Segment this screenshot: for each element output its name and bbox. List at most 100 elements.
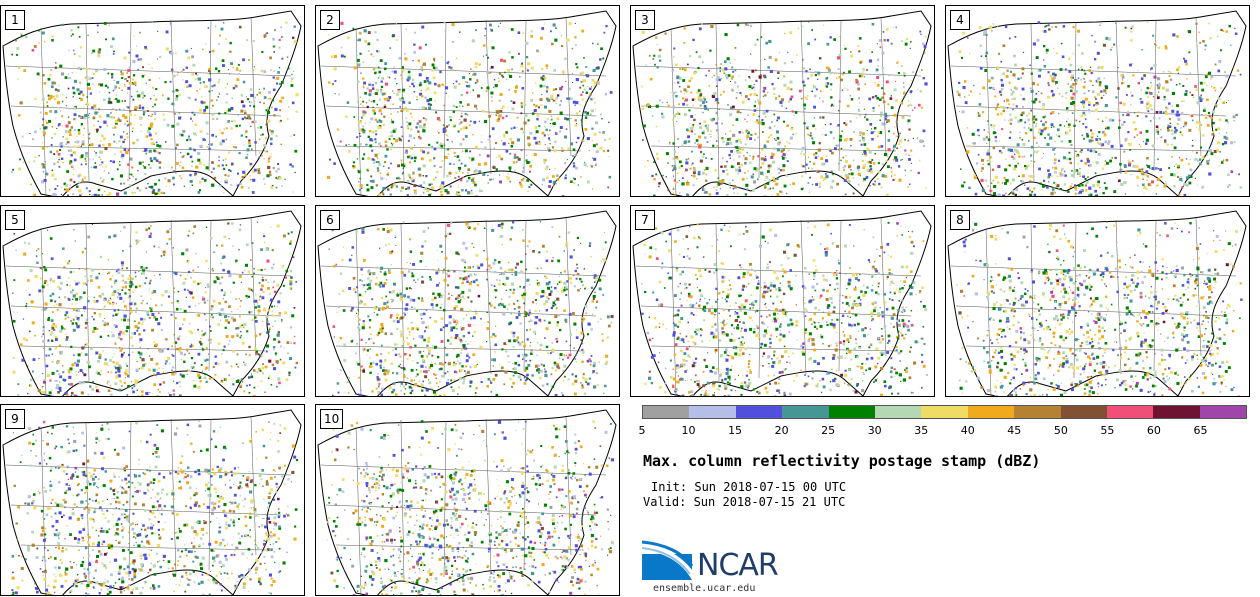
state-boundary (40, 227, 47, 396)
colorbar-bin (689, 406, 736, 418)
state-boundary (250, 217, 257, 357)
colorbar-bin (735, 406, 783, 418)
coastline (632, 10, 932, 196)
colorbar-bin (967, 406, 1015, 418)
state-boundary (965, 345, 1212, 352)
state-boundary (640, 105, 912, 117)
reflectivity-field (641, 221, 928, 396)
state-boundary (838, 19, 842, 172)
state-boundary (1115, 19, 1122, 175)
stamp-panel-2: 2 (315, 5, 620, 197)
state-boundary (715, 223, 720, 382)
state-boundary (250, 17, 257, 157)
conus-map (947, 210, 1247, 396)
state-boundary (320, 464, 607, 476)
colorbar-tick-label: 40 (960, 424, 975, 437)
stamp-panel-6: 6 (315, 205, 620, 397)
reflectivity-colorbar (642, 405, 1247, 419)
colorbar-bin (643, 406, 690, 418)
colorbar-tick-label: 20 (774, 424, 789, 437)
member-label: 8 (950, 210, 970, 230)
state-boundary (400, 422, 405, 581)
stamp-panel-3: 3 (630, 5, 935, 197)
colorbar-bin (1060, 406, 1107, 418)
state-boundary (20, 345, 267, 352)
state-boundary (1195, 17, 1202, 157)
state-boundary (670, 227, 677, 396)
colorbar-tick-label: 5 (638, 424, 646, 437)
stamp-panel-9: 9 (0, 404, 305, 596)
state-boundary (5, 464, 292, 476)
state-boundary (400, 223, 405, 382)
member-label: 1 (5, 10, 25, 30)
colorbar-tick-label: 45 (1007, 424, 1022, 437)
colorbar-bin (1106, 406, 1154, 418)
colorbar-tick-label: 35 (914, 424, 929, 437)
state-boundary (325, 105, 597, 117)
colorbar-bin (874, 406, 922, 418)
state-boundary (128, 21, 132, 179)
reflectivity-field (956, 21, 1243, 196)
state-boundary (950, 265, 1237, 277)
state-boundary (758, 221, 762, 379)
state-boundary (485, 418, 492, 574)
reflectivity-field (956, 221, 1243, 396)
stamp-panel-5: 5 (0, 205, 305, 397)
stamp-panel-4: 4 (945, 5, 1250, 197)
colorbar-tick-label: 50 (1053, 424, 1068, 437)
member-label: 7 (635, 210, 655, 230)
state-boundary (985, 27, 992, 196)
member-label: 9 (5, 409, 25, 429)
state-boundary (355, 426, 362, 595)
state-boundary (485, 19, 492, 175)
colorbar-bin (828, 406, 875, 418)
state-boundary (565, 416, 572, 556)
state-boundary (355, 27, 362, 196)
coastline (2, 210, 302, 396)
state-boundary (320, 265, 607, 277)
member-label: 5 (5, 210, 25, 230)
state-boundary (800, 19, 807, 175)
state-boundary (170, 219, 177, 375)
state-boundary (335, 145, 582, 152)
state-boundary (85, 223, 90, 382)
state-boundary (355, 227, 362, 396)
coastline (317, 210, 617, 396)
conus-map (2, 409, 302, 595)
colorbar-bin (1199, 406, 1247, 418)
state-boundary (758, 21, 762, 179)
state-boundary (320, 65, 607, 77)
reflectivity-field (11, 21, 299, 196)
member-label: 10 (320, 409, 344, 429)
state-boundary (485, 219, 492, 375)
state-boundary (170, 19, 177, 175)
conus-map (947, 10, 1247, 196)
state-boundary (85, 422, 90, 581)
coastline (317, 409, 617, 595)
state-boundary (443, 21, 447, 179)
reflectivity-field (328, 221, 614, 396)
state-boundary (955, 105, 1227, 117)
conus-map (317, 210, 617, 396)
colorbar-ticks: 5 10 15 20 25 30 35 40 45 50 55 60 65 (638, 424, 1247, 438)
state-boundary (635, 65, 922, 77)
state-boundary (880, 17, 887, 157)
stamp-panel-10: 10 (315, 404, 620, 596)
state-boundary (335, 345, 582, 352)
reflectivity-field (326, 420, 614, 595)
stamp-panel-8: 8 (945, 205, 1250, 397)
coastline (317, 10, 617, 196)
ncar-logo-icon (642, 540, 694, 580)
state-boundary (1195, 217, 1202, 357)
site-url: ensemble.ucar.edu (653, 583, 756, 594)
coastline (632, 210, 932, 396)
conus-map (317, 10, 617, 196)
reflectivity-field (11, 420, 299, 595)
state-boundary (800, 219, 807, 375)
colorbar-bin (782, 406, 829, 418)
member-label: 2 (320, 10, 340, 30)
state-boundary (10, 105, 282, 117)
member-label: 4 (950, 10, 970, 30)
colorbar-tick-label: 10 (681, 424, 696, 437)
conus-map (2, 10, 302, 196)
